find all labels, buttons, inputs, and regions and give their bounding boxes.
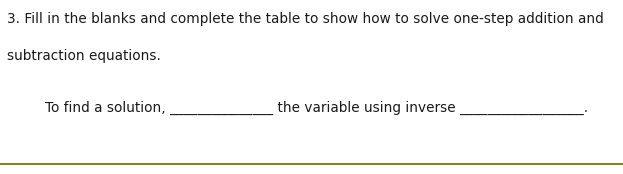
Text: To find a solution, _______________ the variable using inverse _________________: To find a solution, _______________ the … <box>45 101 588 115</box>
Text: subtraction equations.: subtraction equations. <box>7 49 161 63</box>
Text: 3. Fill in the blanks and complete the table to show how to solve one-step addit: 3. Fill in the blanks and complete the t… <box>7 12 604 26</box>
